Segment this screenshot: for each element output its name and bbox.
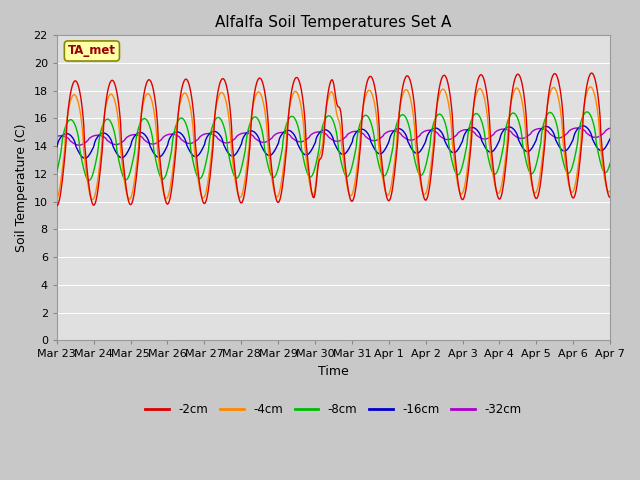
Y-axis label: Soil Temperature (C): Soil Temperature (C)	[15, 123, 28, 252]
Title: Alfalfa Soil Temperatures Set A: Alfalfa Soil Temperatures Set A	[215, 15, 452, 30]
Legend: -2cm, -4cm, -8cm, -16cm, -32cm: -2cm, -4cm, -8cm, -16cm, -32cm	[141, 398, 526, 420]
Text: TA_met: TA_met	[68, 45, 116, 58]
X-axis label: Time: Time	[318, 365, 349, 378]
